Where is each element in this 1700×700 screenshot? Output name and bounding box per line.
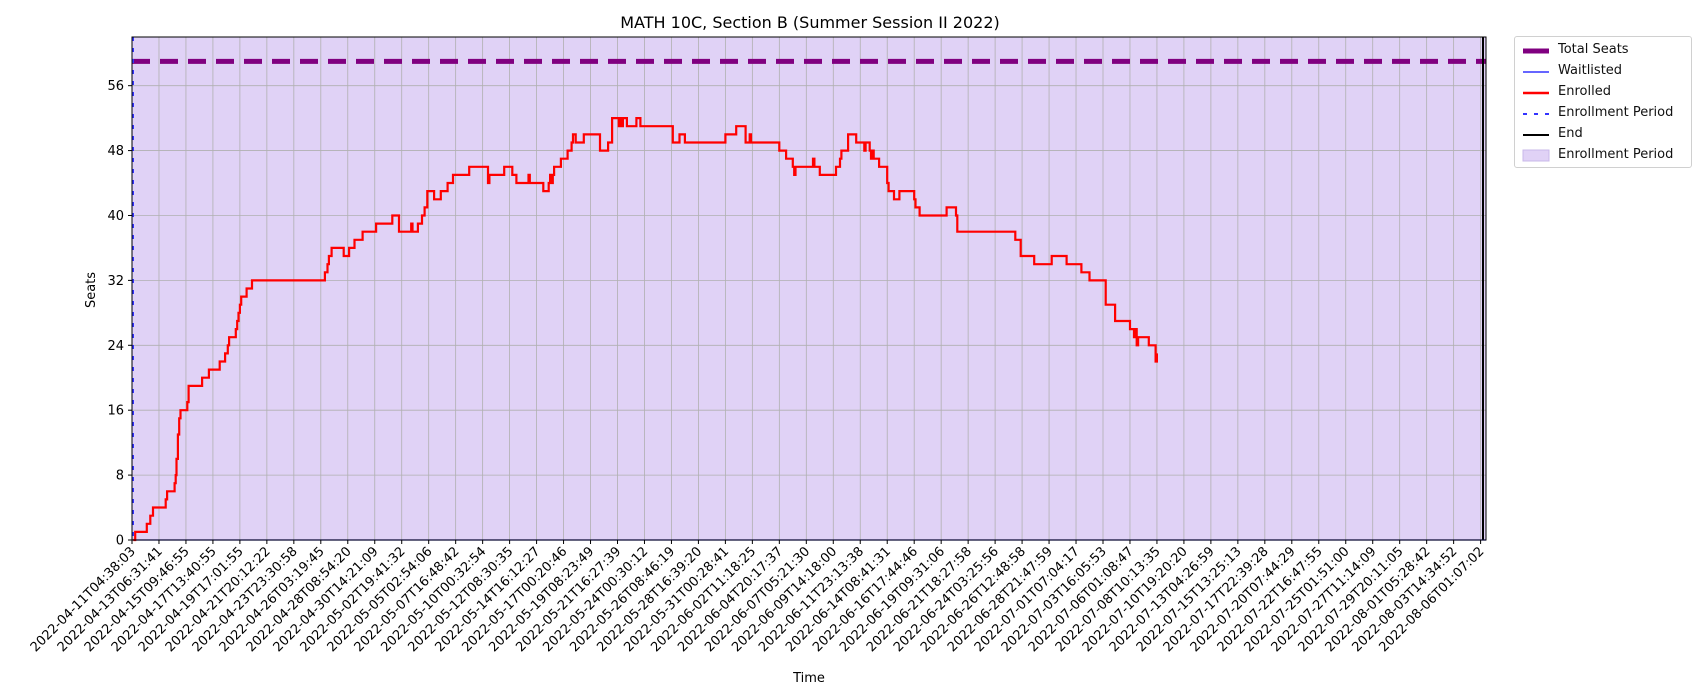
legend-item-end: End	[1515, 125, 1693, 146]
legend-label: Enrollment Period	[1558, 105, 1674, 120]
enrolled-swatch	[1523, 91, 1549, 95]
y-axis-ticks: 0 8 16 24 32 40 48 56	[107, 79, 132, 549]
enrollment-period-area-swatch	[1522, 149, 1550, 162]
y-tick-label: 24	[107, 339, 124, 354]
legend-item-enrollment-period-area: Enrollment Period	[1515, 146, 1693, 167]
legend-label: End	[1558, 126, 1583, 141]
y-tick-label: 32	[107, 274, 124, 289]
y-tick-label: 16	[107, 404, 124, 419]
y-tick-label: 40	[107, 209, 124, 224]
plot-frame	[131, 36, 1487, 541]
legend-label: Enrolled	[1558, 84, 1611, 99]
legend-item-enrolled: Enrolled	[1515, 83, 1693, 104]
legend-item-waitlisted: Waitlisted	[1515, 62, 1693, 83]
legend-label: Enrollment Period	[1558, 147, 1674, 162]
legend-label: Waitlisted	[1558, 63, 1623, 78]
x-axis-ticks: 2022-04-11T04:38:032022-04-13T06:31:4120…	[28, 540, 1487, 655]
legend-item-enrollment-period-line: Enrollment Period	[1515, 104, 1693, 125]
end-swatch	[1523, 134, 1549, 136]
y-tick-label: 56	[107, 79, 124, 94]
legend: Total Seats Waitlisted Enrolled Enrollme…	[1514, 36, 1692, 168]
waitlisted-swatch	[1523, 71, 1549, 73]
enrollment-period-shading	[132, 37, 1486, 540]
enrolled-line	[133, 117, 1158, 542]
y-axis-label: Seats	[84, 272, 99, 308]
chart-title: MATH 10C, Section B (Summer Session II 2…	[620, 13, 1000, 32]
grid-lines	[131, 37, 1486, 541]
total-seats-swatch	[1523, 48, 1549, 54]
y-tick-label: 0	[116, 534, 124, 549]
legend-item-total-seats: Total Seats	[1515, 41, 1693, 62]
y-tick-label: 8	[116, 469, 124, 484]
x-axis-label: Time	[792, 671, 825, 686]
legend-label: Total Seats	[1558, 42, 1629, 57]
enrollment-period-line-swatch	[1523, 113, 1549, 115]
y-tick-label: 48	[107, 144, 124, 159]
